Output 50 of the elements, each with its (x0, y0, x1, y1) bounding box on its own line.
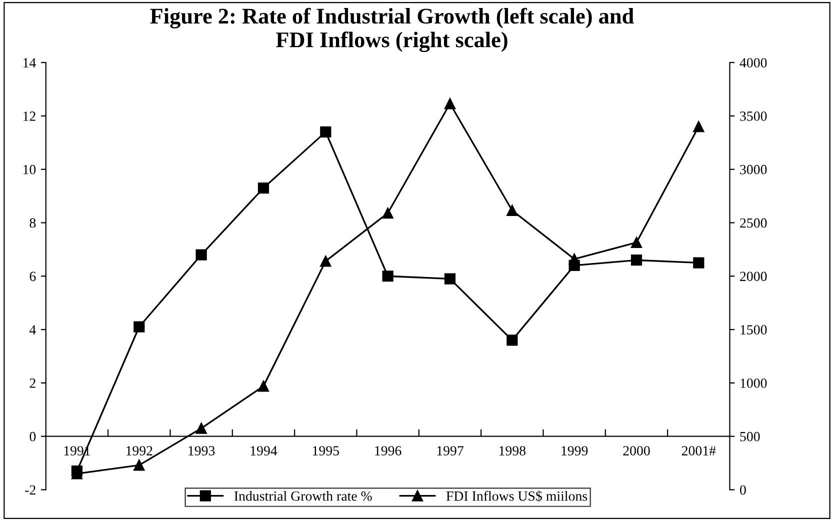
point (693, 121, 704, 132)
point (258, 380, 270, 392)
point (630, 254, 642, 266)
point (693, 257, 704, 268)
y2-tick-label: 3500 (740, 112, 767, 121)
point (134, 321, 145, 332)
point (134, 460, 145, 471)
x-tick-label: 1996 (375, 446, 402, 456)
y-tick-label: 12 (23, 112, 36, 121)
y-tick-label: 4 (29, 325, 36, 334)
y-tick-label: 2 (30, 378, 36, 388)
y2-tick-label: 500 (740, 432, 760, 442)
point (258, 182, 270, 194)
x-tick-label: 2001# (682, 446, 716, 456)
x-tick-label: 1999 (562, 446, 588, 456)
y2-tick-label: 0 (740, 485, 746, 495)
point (196, 249, 207, 260)
legend-label: FDI Inflows US$ miilons (446, 490, 588, 502)
y2-tick-label: 3000 (740, 164, 767, 174)
y-tick-label: 8 (30, 218, 36, 228)
legend-label: Industrial Growth rate % (234, 491, 372, 501)
x-tick-label: 1997 (437, 446, 464, 456)
x-tick-label: 1993 (188, 446, 215, 456)
point (444, 273, 456, 284)
point (196, 422, 207, 434)
point (382, 208, 394, 219)
y2-tick-label: 2000 (740, 272, 767, 282)
y-tick-label: 6 (30, 272, 36, 282)
y-tick-label: 10 (23, 164, 36, 174)
point (444, 98, 456, 110)
point (630, 236, 642, 248)
x-tick-label: 2000 (623, 446, 650, 456)
y2-tick-label: 1000 (740, 378, 767, 388)
y-tick-label: -2 (25, 485, 36, 495)
x-tick-label: 1995 (312, 446, 339, 456)
chart-title: Figure 2: Rate of Industrial Growth (left scale) and FDI Inflows (right scale) (150, 8, 634, 52)
x-tick-label: 1998 (499, 446, 526, 456)
y2-tick-label: 4000 (740, 58, 767, 68)
point (568, 253, 580, 265)
y-tick-label: 14 (23, 58, 36, 68)
y-tick-label: 0 (30, 432, 36, 442)
point (382, 270, 394, 282)
y2-tick-label: 2500 (740, 218, 767, 228)
y2-tick-label: 1500 (740, 325, 767, 334)
point (320, 256, 332, 267)
point (320, 126, 332, 138)
point (506, 334, 518, 346)
x-tick-label: 1992 (126, 446, 152, 456)
x-tick-label: 1994 (250, 446, 278, 456)
point (506, 204, 518, 216)
